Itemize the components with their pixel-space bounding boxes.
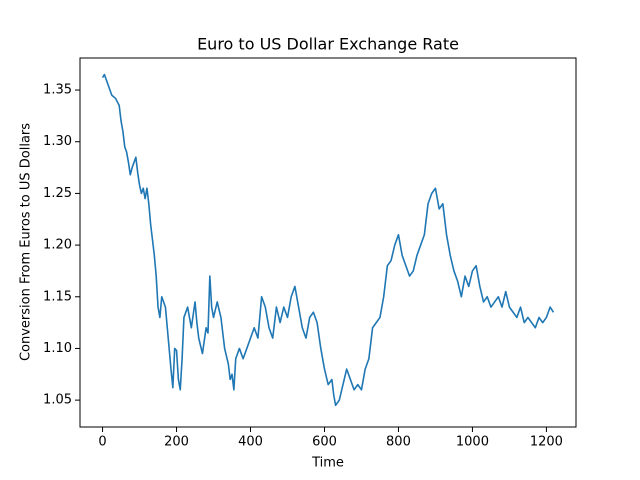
y-tick-label: 1.05 xyxy=(43,393,72,408)
x-tick-label: 800 xyxy=(386,435,411,450)
chart-title: Euro to US Dollar Exchange Rate xyxy=(197,35,459,54)
x-tick-label: 1000 xyxy=(456,435,489,450)
y-tick-label: 1.25 xyxy=(43,186,72,201)
x-tick-label: 400 xyxy=(238,435,263,450)
plot-frame xyxy=(79,57,577,428)
y-tick-label: 1.30 xyxy=(43,134,72,149)
y-tick-label: 1.15 xyxy=(43,289,72,304)
y-tick-label: 1.10 xyxy=(43,341,72,356)
y-tick-label: 1.35 xyxy=(43,83,72,98)
y-tick-label: 1.20 xyxy=(43,238,72,253)
x-tick-label: 200 xyxy=(164,435,189,450)
x-tick-label: 0 xyxy=(98,435,106,450)
x-tick-label: 1200 xyxy=(530,435,563,450)
x-tick-label: 600 xyxy=(312,435,337,450)
x-axis-label: Time xyxy=(311,456,344,471)
y-axis-label: Conversion From Euros to US Dollars xyxy=(19,123,34,361)
data-line xyxy=(101,73,555,407)
